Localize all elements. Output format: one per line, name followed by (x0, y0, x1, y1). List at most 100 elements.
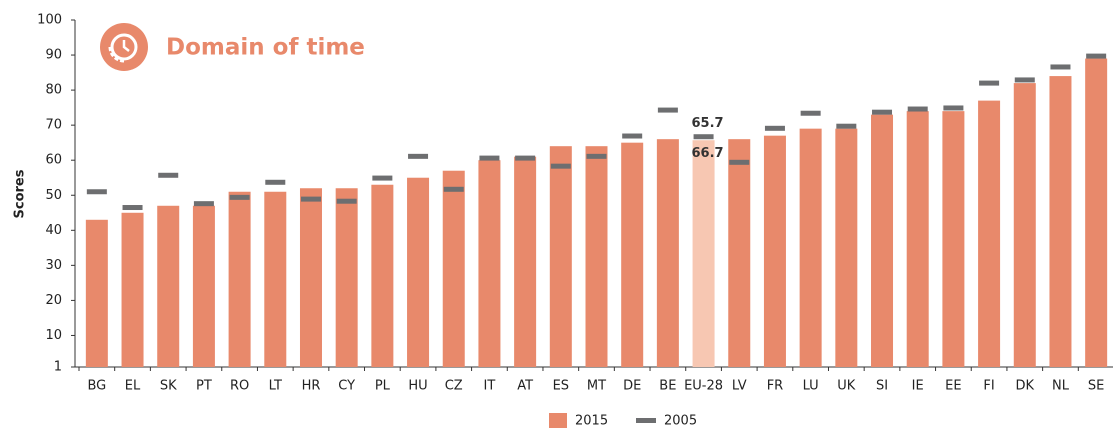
y-tick-label: 60 (45, 153, 62, 168)
bar (299, 188, 322, 367)
marker-2005 (300, 196, 321, 202)
marker-2005 (229, 194, 250, 200)
bar (835, 128, 858, 367)
bar (157, 205, 180, 367)
marker-2005 (872, 109, 893, 115)
x-tick-label: FI (983, 379, 994, 394)
x-tick-label: DE (623, 379, 641, 394)
bar (442, 170, 465, 367)
marker-2005 (408, 153, 429, 159)
bar (871, 114, 894, 368)
bar (799, 128, 822, 367)
x-tick-label: BE (659, 379, 676, 394)
marker-2005 (693, 134, 714, 140)
marker-2005 (550, 163, 571, 169)
bar (621, 142, 644, 367)
x-tick-label: EL (125, 379, 141, 394)
x-tick-label: CZ (445, 379, 463, 394)
bar (978, 100, 1001, 368)
marker-2005 (943, 105, 964, 111)
x-tick-label: ES (553, 379, 569, 394)
x-tick-label: IT (484, 379, 496, 394)
x-tick-label: SK (160, 379, 177, 394)
marker-2005 (336, 198, 357, 204)
marker-2005 (86, 189, 107, 195)
marker-2005 (979, 80, 1000, 86)
bar (407, 177, 430, 367)
bar (192, 205, 215, 367)
legend-label: 2015 (575, 414, 608, 429)
y-tick-label: 20 (45, 293, 62, 308)
x-tick-label: CY (338, 379, 355, 394)
legend-label: 2005 (664, 414, 697, 429)
bar (85, 219, 108, 367)
y-tick-label: 80 (45, 83, 62, 98)
x-tick-label: IE (912, 379, 924, 394)
x-tick-label: SI (876, 379, 888, 394)
x-tick-label: PT (196, 379, 212, 394)
marker-2005 (622, 133, 643, 139)
bar (1013, 83, 1036, 367)
marker-2005 (122, 205, 143, 211)
marker-2005 (193, 201, 214, 207)
y-tick-label: 50 (45, 188, 62, 203)
data-label: 66.7 (692, 146, 724, 161)
bar (763, 135, 786, 367)
bar (942, 111, 965, 367)
marker-2005 (265, 179, 286, 185)
bar (121, 212, 144, 367)
y-tick-label: 30 (45, 258, 62, 273)
data-label: 65.7 (692, 116, 724, 131)
marker-2005 (479, 155, 500, 161)
marker-2005 (443, 186, 464, 192)
x-tick-label: NL (1052, 379, 1070, 394)
bar (1085, 58, 1108, 368)
x-tick-label: SE (1088, 379, 1104, 394)
marker-2005 (657, 107, 678, 113)
y-tick-label: 70 (45, 118, 62, 133)
x-tick-label: LV (732, 379, 747, 394)
bar (906, 111, 929, 367)
bar (656, 139, 679, 367)
legend-swatch (636, 418, 656, 423)
x-tick-label: LT (269, 379, 282, 394)
y-axis-label: Scores (13, 169, 28, 218)
x-tick-label: UK (837, 379, 856, 394)
marker-2005 (158, 172, 179, 178)
marker-2005 (1086, 53, 1107, 59)
marker-2005 (836, 123, 857, 129)
x-tick-label: EE (945, 379, 961, 394)
bar (371, 184, 394, 367)
bar (692, 140, 715, 367)
bar (585, 146, 608, 367)
x-tick-label: BG (87, 379, 106, 394)
bar (478, 160, 501, 367)
y-tick-label: 10 (45, 328, 62, 343)
bar (1049, 76, 1072, 367)
marker-2005 (907, 106, 928, 112)
y-tick-label: 40 (45, 223, 62, 238)
x-tick-label: RO (230, 379, 249, 394)
marker-2005 (1050, 64, 1071, 70)
x-tick-label: HU (408, 379, 427, 394)
marker-2005 (586, 153, 607, 159)
bar (549, 146, 572, 367)
x-tick-label: AT (517, 379, 533, 394)
x-tick-label: LU (803, 379, 819, 394)
marker-2005 (764, 125, 785, 131)
marker-2005 (729, 159, 750, 165)
bar (264, 191, 287, 367)
x-tick-label: MT (587, 379, 606, 394)
bar (728, 139, 751, 367)
x-tick-label: FR (767, 379, 784, 394)
y-tick-label: 90 (45, 48, 62, 63)
title-icon (100, 23, 148, 71)
chart-title: Domain of time (166, 35, 365, 61)
x-tick-label: HR (302, 379, 321, 394)
x-tick-label: EU-28 (684, 379, 723, 394)
bar (335, 188, 358, 367)
bar (228, 191, 251, 367)
bar (514, 156, 537, 367)
y-tick-label: 100 (37, 13, 62, 28)
